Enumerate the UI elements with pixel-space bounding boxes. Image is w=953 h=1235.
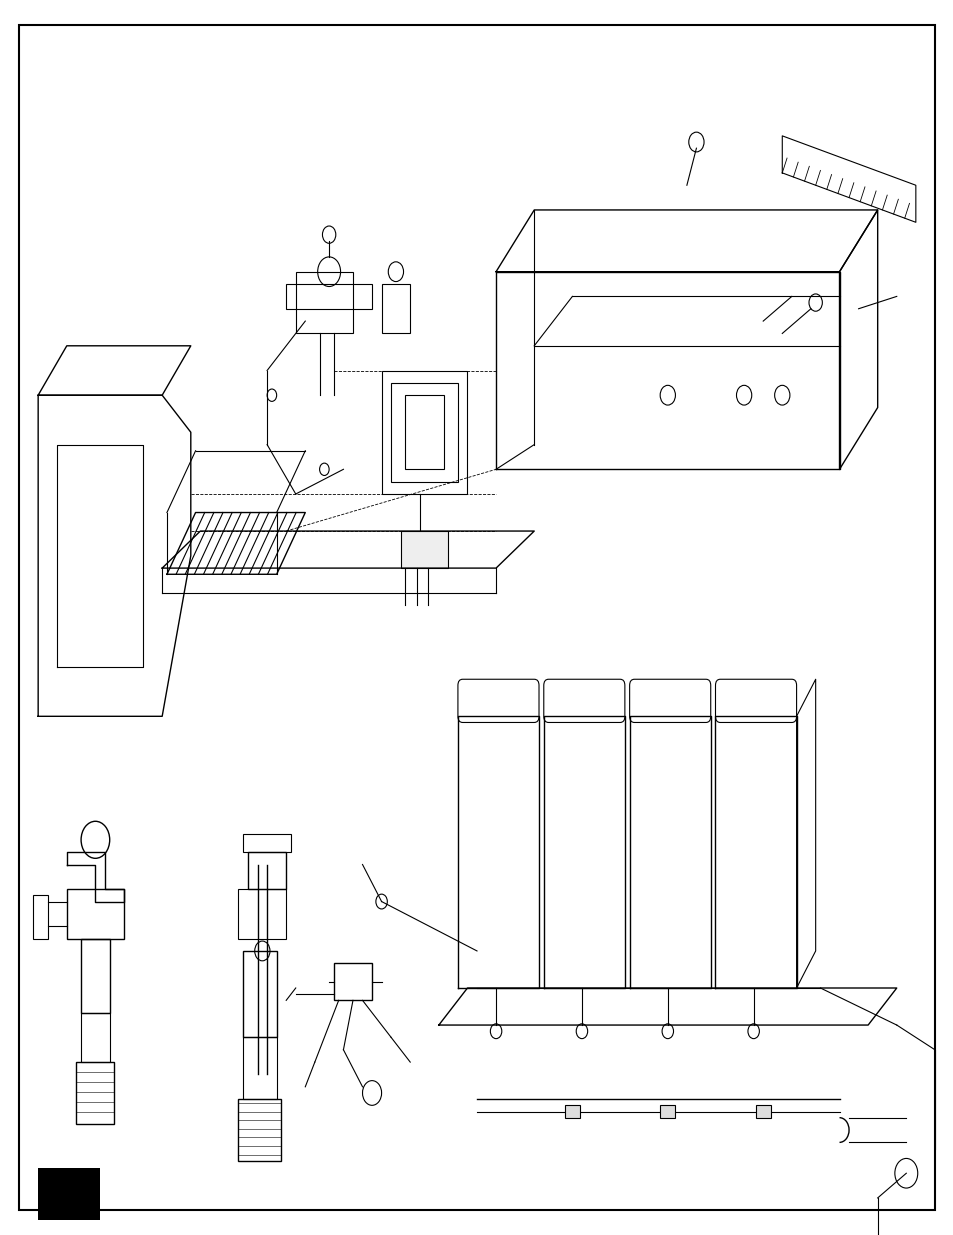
FancyBboxPatch shape — [629, 679, 710, 722]
Bar — [248, 852, 286, 889]
Bar — [81, 939, 110, 1013]
Bar — [67, 889, 124, 939]
Bar — [381, 370, 467, 494]
Bar — [295, 272, 353, 333]
Bar — [405, 395, 443, 469]
Bar — [243, 834, 291, 852]
Bar — [286, 284, 372, 309]
Bar — [33, 895, 48, 939]
Bar — [564, 1105, 579, 1118]
FancyBboxPatch shape — [457, 679, 538, 722]
Bar — [391, 383, 457, 482]
Bar — [381, 284, 410, 333]
Bar — [755, 1105, 770, 1118]
Bar — [238, 889, 286, 939]
Bar — [238, 1099, 281, 1161]
FancyBboxPatch shape — [715, 679, 796, 722]
Bar — [243, 951, 276, 1037]
Bar — [400, 531, 448, 568]
Bar — [243, 1037, 276, 1099]
Bar — [76, 1062, 114, 1124]
Bar — [81, 1013, 110, 1062]
Bar — [38, 1168, 100, 1220]
FancyBboxPatch shape — [543, 679, 624, 722]
Bar — [659, 1105, 675, 1118]
Bar — [334, 963, 372, 1000]
